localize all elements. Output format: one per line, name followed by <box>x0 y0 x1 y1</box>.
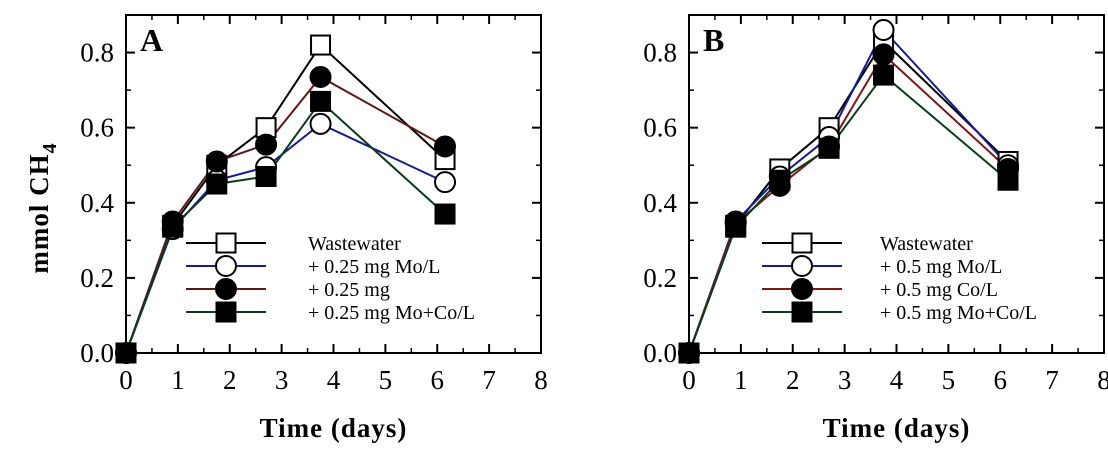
y-tick-label: 0.8 <box>80 38 114 68</box>
legend-label: Wastewater <box>308 233 401 255</box>
panel-b: 0 1 2 3 4 5 6 7 8 0.0 0.2 0.4 0.6 0.8 B Time (days) Wast… <box>643 14 1108 443</box>
panel-label: A <box>140 22 163 58</box>
y-tick-label: 0.2 <box>80 263 114 293</box>
legend-label: + 0.25 mg <box>308 279 390 301</box>
legend-marker <box>215 301 237 323</box>
legend-marker <box>791 255 813 277</box>
legend-marker <box>791 232 813 254</box>
data-point <box>678 342 700 364</box>
panel-a: 0 1 2 3 4 5 6 7 8 0.0 0.2 0.4 0.6 0.8 A Time (days) Wast… <box>80 14 548 443</box>
data-point <box>309 112 332 135</box>
series-4-points <box>115 90 456 364</box>
data-point <box>309 65 332 88</box>
y-tick-label: 0.0 <box>80 338 114 368</box>
x-tick-label: 8 <box>534 365 548 395</box>
legend-label: + 0.5 mg Mo/L <box>880 256 1002 278</box>
y-tick-label: 0.4 <box>643 188 677 218</box>
y-tick-label: 0.4 <box>80 188 114 218</box>
y-tick-label: 0.6 <box>80 113 114 143</box>
legend: Wastewater+ 0.25 mg Mo/L+ 0.25 mg+ 0.25 … <box>186 232 475 324</box>
series-line-4 <box>125 99 446 354</box>
x-tick-label: 4 <box>327 365 341 395</box>
y-tick-label: 0.0 <box>643 338 677 368</box>
y-axis-title-main: mmol CH <box>24 153 54 273</box>
data-point <box>725 216 747 238</box>
y-axis-title-subscript: 4 <box>39 142 61 153</box>
data-point <box>115 342 137 364</box>
x-tick-label: 2 <box>223 365 237 395</box>
series-line-4 <box>688 73 1009 354</box>
legend-label: + 0.5 mg Mo+Co/L <box>880 302 1037 324</box>
y-tick-label: 0.6 <box>643 113 677 143</box>
y-tick-label: 0.2 <box>643 263 677 293</box>
x-tick-label: 1 <box>734 365 748 395</box>
x-axis-title: Time (days) <box>260 413 408 443</box>
data-point <box>434 203 456 225</box>
x-tick-label: 7 <box>482 365 496 395</box>
x-tick-label: 3 <box>275 365 289 395</box>
data-point <box>310 90 332 112</box>
data-point <box>255 133 278 156</box>
x-tick-label: 7 <box>1045 365 1059 395</box>
x-tick-label: 5 <box>942 365 956 395</box>
data-point <box>255 165 277 187</box>
data-point <box>310 34 332 56</box>
legend-label: + 0.25 mg Mo/L <box>308 256 440 278</box>
data-point <box>873 64 895 86</box>
legend-marker <box>215 255 237 277</box>
panel-label: B <box>703 22 724 58</box>
x-tick-label: 6 <box>994 365 1008 395</box>
legend-label: + 0.5 mg Co/L <box>880 279 998 301</box>
x-tick-label: 1 <box>171 365 185 395</box>
legend-marker <box>791 278 813 300</box>
legend-marker <box>215 232 237 254</box>
x-tick-label: 5 <box>379 365 393 395</box>
legend-label: + 0.25 mg Mo+Co/L <box>308 302 475 324</box>
legend-marker <box>791 301 813 323</box>
legend: Wastewater+ 0.5 mg Mo/L+ 0.5 mg Co/L+ 0.… <box>762 232 1037 324</box>
data-point <box>434 171 457 194</box>
x-tick-label: 8 <box>1097 365 1108 395</box>
series-line-3 <box>688 52 1009 354</box>
legend-marker <box>215 278 237 300</box>
series-4-points <box>678 64 1019 364</box>
series-line-3 <box>125 75 446 354</box>
x-tick-label: 4 <box>890 365 904 395</box>
x-axis-title: Time (days) <box>823 413 971 443</box>
data-point <box>206 173 228 195</box>
data-point <box>434 135 457 158</box>
data-point <box>872 43 895 66</box>
x-tick-label: 3 <box>838 365 852 395</box>
data-point <box>818 137 840 159</box>
data-point <box>872 19 895 42</box>
legend-label: Wastewater <box>880 233 973 255</box>
data-point <box>997 169 1019 191</box>
data-point <box>162 216 184 238</box>
x-tick-label: 2 <box>786 365 800 395</box>
y-tick-label: 0.8 <box>643 38 677 68</box>
x-tick-label: 0 <box>119 365 133 395</box>
y-axis-title: mmol CH4 <box>24 142 61 273</box>
data-point <box>769 169 791 191</box>
data-point <box>205 150 228 173</box>
x-tick-label: 0 <box>682 365 696 395</box>
x-tick-label: 6 <box>431 365 445 395</box>
